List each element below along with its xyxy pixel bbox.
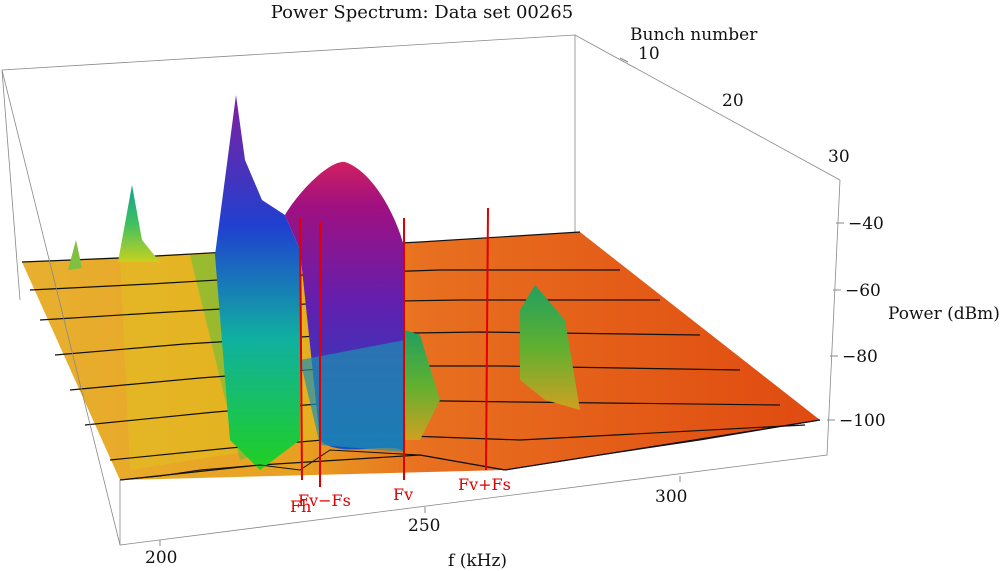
main-peak: [215, 95, 300, 470]
x-tick-250: 250: [408, 516, 440, 536]
marker-fv-label: Fv: [393, 485, 413, 504]
z-tick-minus100: −100: [839, 411, 886, 431]
marker-fh-line: [299, 217, 303, 481]
left-peak-2: [68, 240, 82, 270]
fv-hump-base: [300, 340, 405, 452]
x-tick-200: 200: [145, 548, 177, 568]
y-axis-label: Bunch number: [630, 25, 758, 45]
left-peak-1: [118, 185, 160, 262]
right-peak-2: [520, 285, 580, 410]
z-tick-minus40: −40: [848, 214, 884, 234]
x-axis-ticks: 200 250 300: [145, 476, 687, 568]
marker-fv-fs-plus-line: [485, 207, 489, 471]
y-tick-10: 10: [638, 44, 660, 64]
bounding-box-front: [1, 69, 841, 546]
right-peak-1: [405, 330, 440, 440]
front-noise-edge: [119, 419, 821, 481]
y-tick-30: 30: [828, 147, 850, 167]
y-axis-ticks: 10 20 30: [619, 44, 850, 167]
z-tick-minus80: −80: [842, 347, 878, 367]
y-tick-20: 20: [722, 91, 744, 111]
chart-title: Power Spectrum: Data set 00265: [271, 2, 573, 23]
x-axis-label: f (kHz): [448, 551, 507, 571]
z-axis-ticks: −40 −60 −80 −100: [827, 214, 886, 431]
z-tick-minus60: −60: [845, 281, 881, 301]
bounding-box-back: [1, 34, 841, 301]
marker-fh-label: Fh: [290, 497, 311, 516]
frequency-markers: [299, 207, 489, 487]
marker-fv-plus-fs-label: Fv+Fs: [458, 475, 511, 494]
x-tick-300: 300: [655, 487, 687, 507]
marker-fv-fs-label: Fv−Fs: [298, 491, 351, 510]
z-axis-label: Power (dBm): [888, 304, 1000, 324]
